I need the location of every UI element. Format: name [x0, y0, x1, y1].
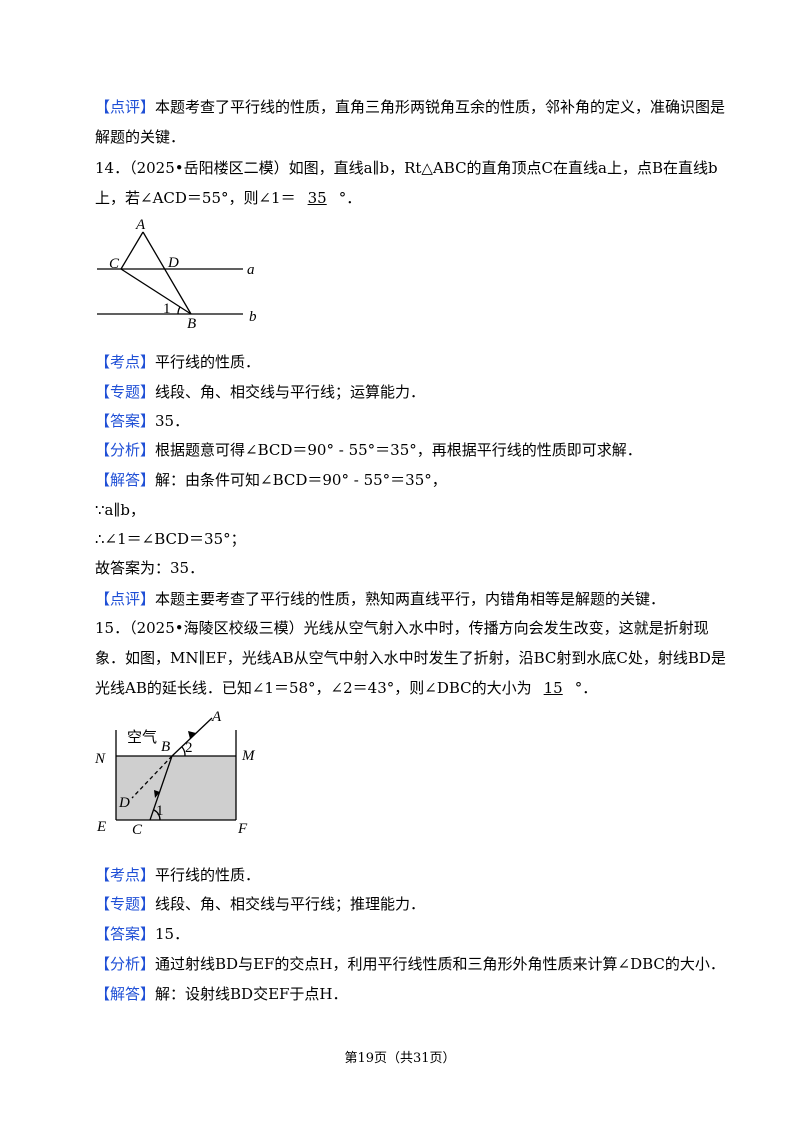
- item: 【考点】平行线的性质．: [95, 860, 735, 890]
- figure-label: D: [118, 795, 130, 811]
- item: ∴∠1＝∠BCD＝35°；: [95, 524, 735, 554]
- item: 【分析】通过射线BD与EF的交点H，利用平行线性质和三角形外角性质来计算∠DBC…: [95, 949, 735, 979]
- comment: 【点评】本题考查了平行线的性质，直角三角形两锐角互余的性质，邻补角的定义，准确识…: [95, 92, 735, 152]
- figure-label: B: [187, 316, 196, 332]
- item: 【考点】平行线的性质．: [95, 347, 735, 377]
- answer-blank: 15: [543, 679, 563, 697]
- text: ∴∠1＝∠BCD＝35°；: [95, 530, 246, 548]
- figure-label: N: [94, 751, 106, 767]
- text: 根据题意可得∠BCD＝90° - 55°＝35°，再根据平行线的性质即可求解．: [155, 441, 642, 459]
- answer-blank: 35: [307, 189, 327, 207]
- tag: 【答案】: [95, 412, 156, 430]
- item: ∵a∥b，: [95, 495, 735, 525]
- item: 【点评】本题主要考查了平行线的性质，熟知两直线平行，内错角相等是解题的关键．: [95, 584, 735, 614]
- item: 【专题】线段、角、相交线与平行线；运算能力．: [95, 377, 735, 407]
- item: 【分析】根据题意可得∠BCD＝90° - 55°＝35°，再根据平行线的性质即可…: [95, 435, 735, 465]
- text: 本题主要考查了平行线的性质，熟知两直线平行，内错角相等是解题的关键．: [155, 590, 666, 608]
- text: 35．: [155, 412, 190, 430]
- figure-label: A: [135, 217, 146, 233]
- item: 【专题】线段、角、相交线与平行线；推理能力．: [95, 889, 735, 919]
- geometry: [97, 231, 243, 315]
- footer: 第19页（共31页）: [344, 1051, 456, 1066]
- text: 15．: [155, 925, 190, 943]
- figure-label: A: [211, 709, 222, 725]
- figure-label: 1: [163, 301, 171, 317]
- tag: 【解答】: [95, 471, 156, 489]
- figure-label: B: [161, 739, 170, 755]
- stem: °．: [338, 189, 362, 207]
- figure-label: E: [96, 819, 106, 835]
- figure-label: 空气: [127, 729, 157, 746]
- text: 线段、角、相交线与平行线；运算能力．: [155, 383, 426, 401]
- tag: 【考点】: [95, 353, 156, 371]
- text: 解：由条件可知∠BCD＝90° - 55°＝35°，: [155, 471, 447, 489]
- text: 解：设射线BD交EF于点H．: [155, 985, 348, 1003]
- text: 线段、角、相交线与平行线；推理能力．: [155, 895, 426, 913]
- figure-label: C: [132, 822, 143, 838]
- text: 通过射线BD与EF的交点H，利用平行线性质和三角形外角性质来计算∠DBC的大小．: [155, 955, 725, 973]
- geometry: [115, 717, 237, 821]
- text: ∵a∥b，: [95, 501, 146, 519]
- figure-label: b: [249, 309, 257, 325]
- question-stem: 15．（2025•海陵区校级三模）光线从空气射入水中时，传播方向会发生改变，这就…: [95, 613, 735, 703]
- stem: 15．（2025•海陵区校级三模）光线从空气射入水中时，传播方向会发生改变，这就…: [95, 619, 726, 697]
- tag: 【点评】: [95, 98, 156, 116]
- tag: 【专题】: [95, 895, 156, 913]
- tag: 【考点】: [95, 866, 156, 884]
- item: 【解答】解：设射线BD交EF于点H．: [95, 979, 735, 1009]
- text: 平行线的性质．: [155, 866, 261, 884]
- stem: 14．（2025•岳阳楼区二模）如图，直线a∥b，Rt△ABC的直角顶点C在直线…: [95, 159, 718, 207]
- question-stem: 14．（2025•岳阳楼区二模）如图，直线a∥b，Rt△ABC的直角顶点C在直线…: [95, 153, 735, 213]
- item: 【答案】15．: [95, 919, 735, 949]
- item: 【答案】35．: [95, 406, 735, 436]
- stem: °．: [574, 679, 598, 697]
- item: 故答案为：35．: [95, 553, 735, 583]
- figure-label: D: [167, 255, 179, 271]
- tag: 【点评】: [95, 590, 156, 608]
- figure: 空气 A B 2 N M D 1 E C F: [94, 709, 256, 838]
- tag: 【答案】: [95, 925, 156, 943]
- figure-label: a: [247, 262, 255, 278]
- figure-label: 1: [156, 803, 164, 819]
- text: 本题考查了平行线的性质，直角三角形两锐角互余的性质，邻补角的定义，准确识图是解题…: [95, 98, 726, 146]
- tag: 【解答】: [95, 985, 156, 1003]
- tag: 【分析】: [95, 955, 156, 973]
- tag: 【专题】: [95, 383, 156, 401]
- figure-label: C: [109, 256, 120, 272]
- text: 平行线的性质．: [155, 353, 261, 371]
- figure-label: F: [237, 821, 248, 837]
- figure-label: 2: [185, 740, 193, 756]
- text: 故答案为：35．: [95, 559, 205, 577]
- tag: 【分析】: [95, 441, 156, 459]
- figure-label: M: [241, 748, 256, 764]
- item: 【解答】解：由条件可知∠BCD＝90° - 55°＝35°，: [95, 465, 735, 495]
